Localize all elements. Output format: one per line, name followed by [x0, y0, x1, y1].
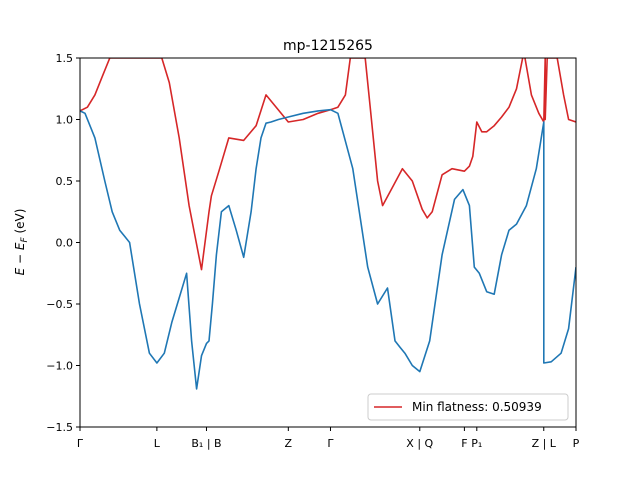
plot-frame	[79, 57, 577, 428]
band-line-1	[80, 58, 576, 271]
x-tick-label: Z | L	[532, 437, 557, 450]
y-axis-label-unit: (eV)	[13, 209, 27, 238]
x-tick-label: F	[461, 437, 467, 450]
y-tick-label: 1.0	[56, 114, 74, 127]
x-tick-label: Γ	[77, 437, 84, 450]
legend-box	[367, 393, 569, 421]
x-tick-label: B₁ | B	[191, 437, 221, 450]
y-axis-label: E − EF (eV)	[13, 209, 30, 276]
y-tick-label: −1.5	[46, 421, 73, 434]
y-tick-label: 0.5	[56, 175, 74, 188]
x-tick-label: Γ	[327, 437, 334, 450]
x-axis: Γ L B₁ | B Z Γ X | Q F P₁ Z | L P	[77, 427, 580, 450]
chart-title: mp-1215265	[283, 38, 373, 54]
x-tick-label: Z	[285, 437, 293, 450]
y-tick-label: −1.0	[46, 360, 73, 373]
y-tick-label: 1.5	[56, 52, 74, 65]
band-line-2	[80, 108, 576, 390]
x-tick-label: L	[154, 437, 161, 450]
x-tick-label: X | Q	[406, 437, 433, 450]
y-axis-label-subscript: F	[20, 237, 30, 243]
y-axis: 1.5 1.0 0.5 0.0 −0.5 −1.0 −1.5	[46, 52, 80, 434]
y-tick-label: 0.0	[56, 237, 74, 250]
y-tick-label: −0.5	[46, 298, 73, 311]
legend: Min flatness: 0.50939	[367, 393, 569, 421]
x-tick-label: P	[573, 437, 580, 450]
y-axis-label-main: E − E	[13, 242, 27, 275]
legend-label: Min flatness: 0.50939	[412, 400, 542, 414]
x-tick-label: P₁	[471, 437, 482, 450]
series-layer	[80, 58, 576, 390]
